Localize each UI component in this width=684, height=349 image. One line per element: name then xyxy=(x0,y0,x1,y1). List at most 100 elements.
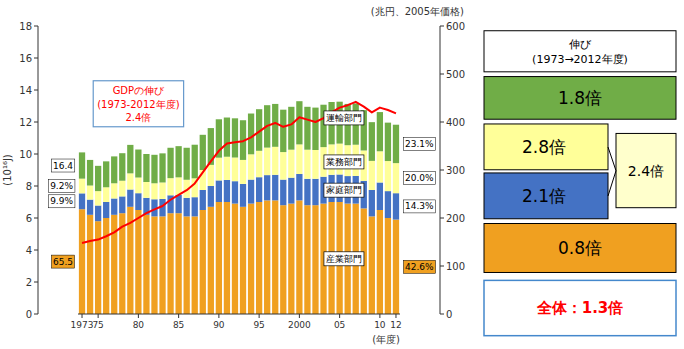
x-tick xyxy=(82,314,83,318)
bar xyxy=(312,108,318,150)
y-tick-label: 16 xyxy=(19,53,32,64)
bar xyxy=(200,135,206,170)
growth-box xyxy=(484,124,608,170)
bar xyxy=(79,209,85,314)
y-axis-line xyxy=(38,26,39,314)
bar xyxy=(167,148,173,178)
bar xyxy=(369,161,375,190)
growth-box xyxy=(484,224,676,273)
bar xyxy=(312,205,318,314)
bar xyxy=(272,200,278,314)
bar xyxy=(377,151,383,182)
bar xyxy=(224,157,230,180)
start-share-label-box xyxy=(51,159,74,172)
bar xyxy=(143,215,149,314)
bar xyxy=(304,179,310,205)
bar xyxy=(135,150,141,178)
bar xyxy=(232,204,238,314)
bar xyxy=(87,200,93,215)
y2-tick-label: 400 xyxy=(446,117,465,128)
x-tick-label: 75 xyxy=(92,320,103,330)
bar xyxy=(175,213,181,314)
bar xyxy=(143,154,149,182)
bar xyxy=(143,182,149,198)
end-share-label: 42.6% xyxy=(405,262,434,272)
sector-label: 産業部門 xyxy=(326,254,362,264)
x-tick xyxy=(178,314,179,318)
end-share-label-box-group: 23.1% xyxy=(404,137,436,150)
annotation-box-group: GDPの伸び(1973-2012年度)2.4倍 xyxy=(93,81,183,127)
growth-title-box xyxy=(484,31,676,72)
y-tick-label: 6 xyxy=(26,213,32,224)
y-axis-label: (10¹⁶J) xyxy=(2,154,13,186)
bar xyxy=(224,202,230,314)
x-tick-label: 2000 xyxy=(288,320,311,330)
bar xyxy=(224,118,230,157)
y-tick xyxy=(34,218,38,219)
bar xyxy=(248,154,254,179)
bar xyxy=(111,183,117,198)
bar xyxy=(232,181,238,203)
bar xyxy=(119,196,125,213)
bar xyxy=(175,195,181,213)
bar xyxy=(200,210,206,314)
growth-label: 1.8倍 xyxy=(558,88,602,108)
y-tick-label: 10 xyxy=(19,149,32,160)
bar xyxy=(200,190,206,210)
sector-label-box-group: 産業部門 xyxy=(324,252,364,266)
y-tick-label: 8 xyxy=(26,181,32,192)
bar xyxy=(296,200,302,314)
y2-tick xyxy=(440,170,444,171)
y2-tick xyxy=(440,26,444,27)
x-tick xyxy=(218,314,219,318)
sector-label: 運輸部門 xyxy=(326,113,362,123)
bar xyxy=(184,216,190,314)
bar xyxy=(256,177,262,202)
start-share-label: 65.5 xyxy=(53,257,73,267)
bar xyxy=(103,187,109,202)
bar xyxy=(159,182,165,198)
bar xyxy=(369,122,375,161)
sector-label-box-group: 家庭部門 xyxy=(324,183,364,197)
bar xyxy=(369,216,375,314)
bar xyxy=(272,104,278,147)
x-tick xyxy=(259,314,260,318)
end-share-label: 20.0% xyxy=(405,173,434,183)
growth-label: 2.1倍 xyxy=(522,186,566,206)
bar xyxy=(264,175,270,200)
bar xyxy=(167,178,173,195)
bar xyxy=(296,101,302,144)
y-tick xyxy=(34,154,38,155)
x-tick-label: 10 xyxy=(374,320,386,330)
end-share-label: 23.1% xyxy=(405,139,434,149)
bar xyxy=(264,148,270,176)
bar xyxy=(256,151,262,177)
end-share-label-box xyxy=(404,200,436,213)
end-share-label: 14.3% xyxy=(405,201,434,211)
start-share-label-box xyxy=(49,180,75,193)
bar xyxy=(151,216,157,314)
bar xyxy=(87,186,93,200)
bar xyxy=(385,191,391,218)
bar xyxy=(119,181,125,197)
start-share-label: 16.4 xyxy=(53,161,73,171)
bar xyxy=(184,198,190,217)
x-tick xyxy=(339,314,340,318)
growth-box xyxy=(484,173,608,219)
bar xyxy=(272,147,278,175)
bar xyxy=(377,112,383,151)
sector-label: 家庭部門 xyxy=(326,185,362,195)
y-tick xyxy=(34,314,38,315)
start-share-label-box-group: 9.2% xyxy=(49,180,75,193)
y-tick-label: 14 xyxy=(19,85,32,96)
end-share-label-box-group: 14.3% xyxy=(404,200,436,213)
annotation-line: (1973-2012年度) xyxy=(97,98,179,109)
bar xyxy=(135,178,141,194)
y2-tick xyxy=(440,74,444,75)
bar xyxy=(119,153,125,181)
bar xyxy=(385,123,391,161)
bar xyxy=(224,180,230,202)
growth-combined-label: 2.4倍 xyxy=(628,163,664,179)
bar xyxy=(192,145,198,179)
y2-tick xyxy=(440,218,444,219)
